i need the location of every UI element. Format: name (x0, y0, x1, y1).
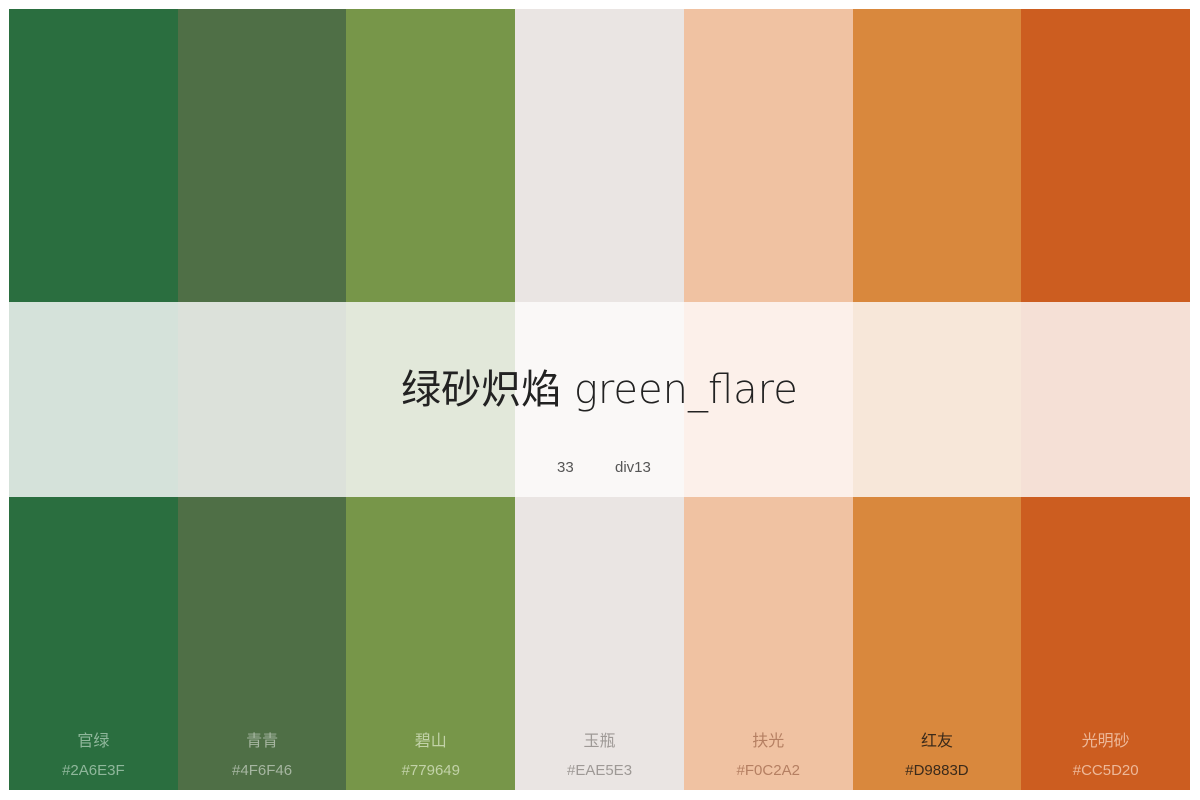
palette-title: 绿砂炽焰 green_flare (401, 367, 798, 413)
band-cell (1021, 302, 1191, 497)
band-cell (177, 302, 347, 497)
color-name: 光明砂 (1081, 733, 1130, 750)
color-hex: #779649 (401, 762, 460, 779)
color-name: 红友 (920, 733, 953, 750)
color-name: 官绿 (77, 733, 110, 750)
palette-count: 33 (557, 459, 574, 476)
color-name: 青青 (246, 733, 279, 750)
color-hex: #CC5D20 (1072, 762, 1139, 779)
band-cell (346, 302, 516, 497)
color-hex: #F0C2A2 (736, 762, 800, 779)
color-hex: #D9883D (905, 762, 969, 779)
color-hex: #EAE5E3 (566, 762, 633, 779)
color-name: 玉瓶 (583, 733, 616, 750)
title-band (9, 302, 1191, 497)
band-cell (683, 302, 853, 497)
band-cell (852, 302, 1022, 497)
title-block: 绿砂炽焰 green_flare 33 div13 (9, 302, 1190, 497)
color-hex: #2A6E3F (62, 762, 125, 779)
band-cell (9, 302, 178, 497)
palette-canvas: 官绿 #2A6E3F 青青 #4F6F46 碧山 #779649 玉瓶 #EAE… (9, 9, 1191, 790)
color-stripes: 官绿 #2A6E3F 青青 #4F6F46 碧山 #779649 玉瓶 #EAE… (9, 9, 1191, 790)
color-name: 碧山 (414, 733, 447, 750)
palette-code: div13 (615, 459, 651, 476)
color-name: 扶光 (752, 733, 785, 750)
band-cell (515, 302, 684, 497)
color-hex: #4F6F46 (232, 762, 293, 779)
